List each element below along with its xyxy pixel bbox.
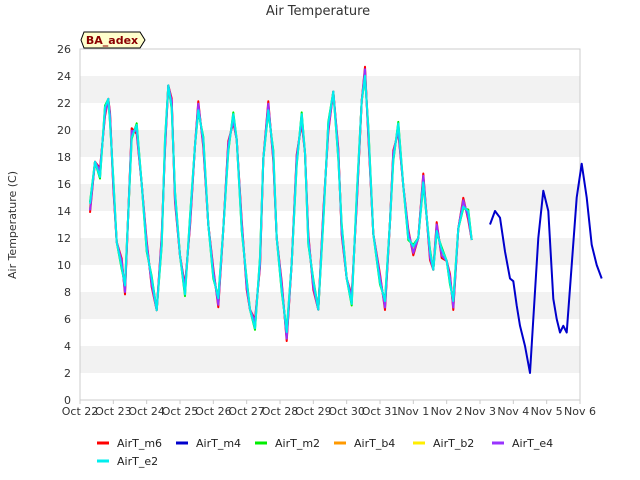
x-tick-label: Nov 3 bbox=[464, 405, 496, 418]
legend-label: AirT_m6 bbox=[117, 437, 162, 450]
grid-band bbox=[80, 211, 580, 238]
y-tick-label: 24 bbox=[57, 70, 71, 83]
badge-label: BA_adex bbox=[86, 34, 138, 47]
series-line-airt-m4 bbox=[489, 162, 603, 374]
series-line-airt-e2 bbox=[89, 74, 473, 334]
y-tick-label: 0 bbox=[64, 394, 71, 407]
y-tick-label: 4 bbox=[64, 340, 71, 353]
y-tick-label: 14 bbox=[57, 205, 71, 218]
grid-band bbox=[80, 130, 580, 157]
x-tick-label: Oct 24 bbox=[128, 405, 165, 418]
y-tick-label: 22 bbox=[57, 97, 71, 110]
x-tick-label: Oct 30 bbox=[328, 405, 365, 418]
legend-label: AirT_b4 bbox=[354, 437, 395, 450]
y-tick-label: 10 bbox=[57, 259, 71, 272]
y-axis-label: Air Temperature (C) bbox=[6, 171, 19, 279]
legend-label: AirT_b2 bbox=[433, 437, 474, 450]
x-tick-label: Oct 23 bbox=[95, 405, 132, 418]
site-badge: BA_adex bbox=[80, 31, 146, 49]
y-tick-label: 2 bbox=[64, 367, 71, 380]
plot-area-frame bbox=[79, 48, 581, 401]
x-tick-label: Oct 22 bbox=[62, 405, 99, 418]
grid-band bbox=[80, 157, 580, 184]
legend-label: AirT_e4 bbox=[512, 437, 553, 450]
x-tick-label: Nov 4 bbox=[497, 405, 529, 418]
grid-band bbox=[80, 265, 580, 292]
legend-label: AirT_m2 bbox=[275, 437, 320, 450]
legend: AirT_m6 AirT_m4 AirT_m2 AirT_b4 AirT_b2 AirT_… bbox=[97, 437, 553, 468]
y-tick-label: 26 bbox=[57, 43, 71, 56]
x-tick-label: Nov 5 bbox=[531, 405, 563, 418]
x-tick-label: Nov 6 bbox=[564, 405, 596, 418]
y-tick-label: 16 bbox=[57, 178, 71, 191]
badge-shape bbox=[80, 31, 146, 49]
grid-band bbox=[80, 319, 580, 346]
grid-band bbox=[80, 49, 580, 76]
legend-label: AirT_m4 bbox=[196, 437, 241, 450]
grid-band bbox=[80, 373, 580, 400]
x-tick-label: Oct 27 bbox=[228, 405, 265, 418]
y-tick-label: 18 bbox=[57, 151, 71, 164]
grid-band bbox=[80, 76, 580, 103]
y-tick-label: 8 bbox=[64, 286, 71, 299]
y-tick-label: 20 bbox=[57, 124, 71, 137]
grid-band bbox=[80, 292, 580, 319]
legend-label: AirT_e2 bbox=[117, 455, 158, 468]
grid-bands bbox=[80, 49, 580, 400]
x-tick-label: Oct 31 bbox=[362, 405, 399, 418]
x-tick-label: Nov 1 bbox=[397, 405, 429, 418]
x-tick-label: Oct 25 bbox=[162, 405, 199, 418]
grid-band bbox=[80, 184, 580, 211]
grid-band bbox=[80, 346, 580, 373]
y-tick-label: 12 bbox=[57, 232, 71, 245]
series-lines bbox=[89, 65, 603, 374]
grid-band bbox=[80, 238, 580, 265]
x-tick-label: Oct 28 bbox=[262, 405, 299, 418]
x-tick-label: Oct 26 bbox=[195, 405, 232, 418]
y-tick-label: 6 bbox=[64, 313, 71, 326]
x-tick-label: Nov 2 bbox=[431, 405, 463, 418]
chart-title: Air Temperature bbox=[266, 4, 370, 19]
x-tick-label: Oct 29 bbox=[295, 405, 332, 418]
